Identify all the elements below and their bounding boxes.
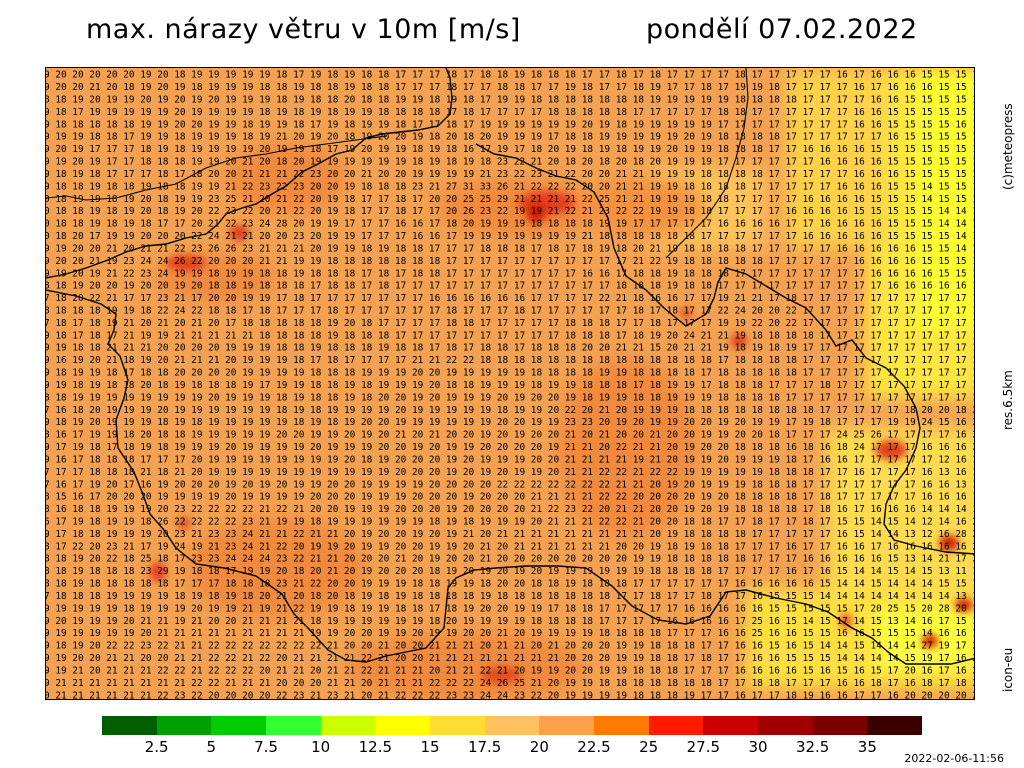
value-row: 0 18 18 19 18 19 20 18 19 20 22 23 22 20… bbox=[46, 206, 975, 217]
legend-swatch bbox=[812, 716, 868, 735]
value-row: 9 19 20 19 21 22 23 24 19 19 18 19 19 18… bbox=[46, 268, 975, 279]
color-scale-legend bbox=[102, 716, 923, 735]
forecast-date: pondělí 07.02.2022 bbox=[646, 14, 918, 45]
value-row: 9 19 20 20 21 21 20 20 21 21 22 22 21 22… bbox=[46, 653, 975, 664]
value-grid: 9 20 20 20 20 20 19 20 18 19 19 19 19 19… bbox=[46, 70, 975, 700]
value-row: 8 18 19 18 18 18 18 18 17 17 17 18 18 18… bbox=[46, 579, 975, 590]
value-row: 8 18 19 19 19 19 19 19 19 19 20 19 19 19… bbox=[46, 392, 975, 403]
value-row: 9 19 19 18 18 17 19 19 18 19 19 19 18 19… bbox=[46, 132, 975, 143]
value-row: 9 19 21 20 21 21 21 22 22 21 22 22 22 20… bbox=[46, 665, 975, 676]
copyright-label: (c)meteopress bbox=[1001, 103, 1015, 190]
legend-swatch bbox=[266, 716, 322, 735]
value-row: 9 20 19 19 19 20 21 21 19 21 20 20 21 21… bbox=[46, 616, 975, 627]
value-row: 9 18 17 18 17 21 19 19 21 21 21 21 21 18… bbox=[46, 330, 975, 341]
regional-border-2 bbox=[665, 68, 749, 259]
legend-label: 2.5 bbox=[144, 738, 169, 756]
legend-swatch bbox=[539, 716, 595, 735]
value-row: 7 17 17 18 18 18 21 18 21 20 19 19 19 19… bbox=[46, 467, 975, 478]
country-border bbox=[46, 289, 974, 665]
country-border-north bbox=[46, 68, 453, 279]
resolution-label: res.6.5km bbox=[1001, 370, 1015, 430]
legend-label: 5 bbox=[206, 738, 217, 756]
legend-swatch bbox=[375, 716, 431, 735]
gust-hotspots bbox=[150, 191, 973, 684]
legend-label: 15 bbox=[420, 738, 440, 756]
legend-label: 20 bbox=[529, 738, 549, 756]
value-row: 8 18 18 18 19 19 18 22 24 22 18 18 17 18… bbox=[46, 306, 975, 317]
legend-label: 7.5 bbox=[254, 738, 278, 756]
legend-swatch bbox=[102, 716, 158, 735]
value-row: 9 18 18 18 18 18 19 19 20 20 19 19 18 19… bbox=[46, 119, 975, 130]
legend-label: 25 bbox=[639, 738, 659, 756]
value-row: 9 19 18 18 21 21 21 20 20 20 20 19 19 19… bbox=[46, 343, 975, 354]
value-row: 9 16 17 18 18 18 17 17 17 20 19 19 19 19… bbox=[46, 454, 975, 465]
value-row: 7 16 18 20 19 19 19 20 19 19 19 19 19 19… bbox=[46, 405, 975, 416]
map-panel: 9 20 20 20 20 20 19 20 18 19 19 19 19 19… bbox=[45, 67, 975, 700]
run-timestamp: 2022-02-06-11:56 bbox=[904, 752, 1004, 765]
value-row: 6 17 19 18 19 19 18 26 22 22 22 22 23 21… bbox=[46, 517, 975, 528]
value-row: 7 18 20 22 21 17 17 23 21 17 20 20 19 19… bbox=[46, 293, 975, 304]
legend-swatch bbox=[703, 716, 759, 735]
value-row: 9 19 20 20 21 20 21 21 22 23 26 26 23 21… bbox=[46, 243, 975, 254]
value-row: 9 20 20 21 20 18 19 20 19 18 19 19 19 18… bbox=[46, 82, 975, 93]
value-row: 0 18 18 19 18 19 18 17 17 20 21 22 23 24… bbox=[46, 219, 975, 230]
value-row: 9 18 18 19 18 18 19 18 18 19 19 21 22 23… bbox=[46, 181, 975, 192]
legend-label: 32.5 bbox=[795, 738, 830, 756]
value-row: 0 21 21 21 21 21 21 22 23 22 20 20 20 20… bbox=[46, 690, 975, 700]
value-row: 9 18 19 20 19 19 19 18 19 18 19 19 19 19… bbox=[46, 417, 975, 428]
map-title: max. nárazy větru v 10m [m/s] bbox=[86, 14, 521, 45]
value-row: 9 18 19 20 22 22 23 22 21 21 22 22 22 22… bbox=[46, 641, 975, 652]
value-row: 8 18 19 18 18 18 23 29 19 18 18 17 19 19… bbox=[46, 566, 975, 577]
value-row: 9 20 20 21 19 23 24 24 26 22 20 20 20 21… bbox=[46, 256, 975, 267]
value-row: 8 16 18 18 19 19 19 20 23 22 22 22 22 21… bbox=[46, 504, 975, 515]
value-row: 9 19 18 19 18 18 20 18 19 18 18 18 19 17… bbox=[46, 380, 975, 391]
value-row: 9 20 19 17 17 17 18 19 18 19 19 19 19 20… bbox=[46, 144, 975, 155]
legend-swatch bbox=[484, 716, 540, 735]
value-row: 0 18 20 17 19 19 20 20 20 22 24 21 21 20… bbox=[46, 231, 975, 242]
legend-swatch bbox=[156, 716, 212, 735]
value-row: 9 16 19 20 21 18 19 20 21 21 21 20 19 19… bbox=[46, 355, 975, 366]
legend-label: 30 bbox=[748, 738, 768, 756]
legend-swatch bbox=[594, 716, 650, 735]
legend-swatch bbox=[867, 716, 923, 735]
legend-label: 35 bbox=[857, 738, 877, 756]
value-row: 9 17 18 18 19 19 19 20 23 21 23 23 24 21… bbox=[46, 529, 975, 540]
value-row: 9 19 20 19 17 17 18 18 18 19 19 20 21 20… bbox=[46, 157, 975, 168]
higher-wind-patches bbox=[156, 143, 706, 699]
value-row: 9 17 19 18 17 18 19 18 19 19 19 20 19 19… bbox=[46, 442, 975, 453]
value-row: 0 18 19 19 18 19 20 18 19 19 23 25 21 20… bbox=[46, 194, 975, 205]
legend-label: 17.5 bbox=[467, 738, 502, 756]
value-row: 9 19 19 19 19 19 20 21 21 21 21 21 21 21… bbox=[46, 628, 975, 639]
legend-label: 12.5 bbox=[358, 738, 393, 756]
legend-swatch bbox=[430, 716, 486, 735]
value-row: 9 21 21 21 21 21 21 21 21 22 22 21 21 21… bbox=[46, 678, 975, 689]
value-row: 8 16 17 19 19 18 20 18 18 19 19 19 19 19… bbox=[46, 430, 975, 441]
value-row: 8 18 19 20 19 19 20 19 20 19 20 19 19 19… bbox=[46, 95, 975, 106]
value-row: 8 18 19 20 22 18 25 18 17 23 23 24 24 24… bbox=[46, 554, 975, 565]
value-row: 9 20 20 20 20 20 19 20 18 19 19 19 19 19… bbox=[46, 70, 975, 81]
value-row: 8 15 16 17 20 20 20 19 19 19 19 20 19 19… bbox=[46, 492, 975, 503]
value-row: 9 19 19 19 19 18 19 19 19 20 19 19 21 19… bbox=[46, 603, 975, 614]
value-row: 8 18 19 20 20 19 20 20 19 20 18 18 19 18… bbox=[46, 281, 975, 292]
regional-border bbox=[46, 135, 387, 201]
value-row: 9 18 19 18 17 17 17 18 17 18 20 20 21 21… bbox=[46, 169, 975, 180]
value-row: 7 16 17 19 20 17 16 19 20 20 20 19 20 19… bbox=[46, 479, 975, 490]
wind-gust-map: 9 20 20 20 20 20 19 20 18 19 19 19 19 19… bbox=[46, 68, 975, 700]
legend-label: 22.5 bbox=[577, 738, 611, 756]
legend-label: 10 bbox=[311, 738, 331, 756]
value-row: 9 18 17 19 19 19 19 19 20 19 19 19 19 18… bbox=[46, 107, 975, 118]
legend-swatch bbox=[320, 716, 376, 735]
value-row: 7 18 18 18 19 19 19 19 18 19 18 19 18 20… bbox=[46, 591, 975, 602]
legend-swatch bbox=[758, 716, 814, 735]
value-row: 8 17 22 20 23 21 17 19 24 19 21 23 24 21… bbox=[46, 541, 975, 552]
value-row: 7 18 17 18 19 21 20 21 20 21 20 17 18 18… bbox=[46, 318, 975, 329]
legend-swatch bbox=[648, 716, 704, 735]
value-row: 9 18 19 19 18 17 18 18 20 20 20 20 19 19… bbox=[46, 368, 975, 379]
model-label: icon-eu bbox=[1001, 647, 1015, 692]
legend-swatch bbox=[211, 716, 267, 735]
legend-label: 27.5 bbox=[686, 738, 721, 756]
country-border-east bbox=[475, 143, 974, 555]
